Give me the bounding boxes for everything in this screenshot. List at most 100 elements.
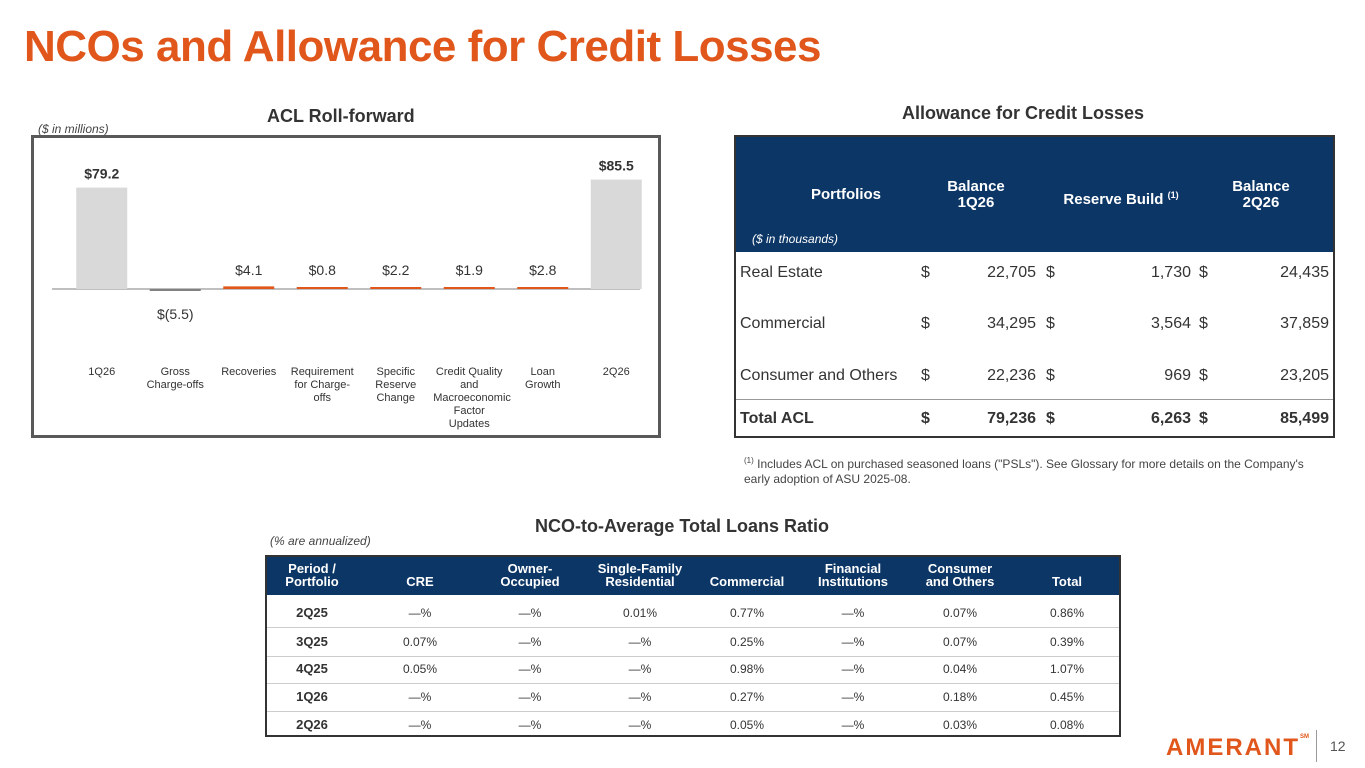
- allowance-cell-b1: 79,236: [987, 410, 1036, 427]
- nco-value-cell: 0.18%: [942, 690, 978, 704]
- allowance-cell-rb: 1,730: [1150, 264, 1191, 281]
- bar-5: [443, 287, 495, 289]
- allowance-cell-b2-cur: $: [1199, 315, 1208, 332]
- nco-value-cell: —%: [628, 718, 652, 732]
- nco-value-cell: —%: [628, 635, 652, 649]
- allowance-cell-b2-cur: $: [1199, 264, 1208, 281]
- bar-label-4: $2.2: [382, 262, 409, 278]
- allowance-cell-b2: 23,205: [1280, 367, 1329, 384]
- category-label-6: Loan Growth: [525, 366, 561, 391]
- allowance-cell-label: Commercial: [740, 315, 826, 332]
- nco-header-0: Period / Portfolio: [285, 561, 339, 589]
- allowance-table-header: Portfolios Balance 1Q26 Reserve Build (1…: [736, 137, 1333, 252]
- nco-period-cell: 2Q25: [296, 605, 328, 620]
- nco-value-cell: —%: [841, 606, 865, 620]
- nco-value-cell: —%: [518, 662, 542, 676]
- nco-value-cell: 1.07%: [1049, 662, 1085, 676]
- nco-header-6: Consumer and Others: [925, 561, 995, 589]
- nco-period-cell: 2Q26: [296, 717, 328, 732]
- nco-value-cell: 0.98%: [729, 662, 765, 676]
- nco-value-cell: 0.45%: [1049, 690, 1085, 704]
- category-label-0: 1Q26: [88, 366, 116, 378]
- nco-value-cell: 0.07%: [942, 606, 978, 620]
- bar-label-5: $1.9: [456, 262, 483, 278]
- allowance-cell-b1: 34,295: [987, 315, 1036, 332]
- allowance-cell-rb-cur: $: [1046, 367, 1055, 384]
- nco-header-7: Total: [1051, 574, 1083, 589]
- bar-3: [296, 287, 348, 289]
- bar-label-7: $85.5: [599, 158, 634, 174]
- header-reserve-build: Reserve Build (1): [1063, 190, 1179, 208]
- nco-value-cell: —%: [408, 690, 432, 704]
- allowance-cell-b2: 37,859: [1280, 315, 1329, 332]
- nco-value-cell: —%: [518, 690, 542, 704]
- nco-value-cell: 0.01%: [622, 606, 658, 620]
- bar-2: [223, 286, 275, 289]
- nco-header-4: Commercial: [709, 574, 785, 589]
- nco-value-cell: —%: [841, 690, 865, 704]
- acl-rollforward-chart: $79.2 $(5.5) $4.1 $0.8 $2.2 $1.9 $2.8 $85.5 1Q2…: [31, 135, 661, 438]
- category-label-7: 2Q26: [602, 366, 630, 378]
- bar-label-2: $4.1: [235, 262, 262, 278]
- nco-value-cell: —%: [518, 606, 542, 620]
- nco-table: Period / Portfolio CRE Owner- Occupied Single…: [265, 555, 1121, 737]
- category-label-1: Gross Charge-offs: [146, 366, 204, 391]
- allowance-total-separator: [736, 399, 1333, 400]
- header-balance-1q26: Balance 1Q26: [947, 178, 1005, 211]
- allowance-cell-b2-cur: $: [1199, 410, 1208, 427]
- nco-value-cell: 0.27%: [729, 690, 765, 704]
- allowance-cell-b2: 24,435: [1280, 264, 1329, 281]
- nco-row-divider: [267, 683, 1119, 684]
- allowance-cell-b1-cur: $: [921, 367, 930, 384]
- header-balance-2q26: Balance 2Q26: [1232, 178, 1290, 211]
- nco-value-cell: 0.08%: [1049, 718, 1085, 732]
- nco-row-divider: [267, 627, 1119, 628]
- bar-7: [590, 179, 642, 289]
- nco-row-divider: [267, 656, 1119, 657]
- category-label-4: Specific Reserve Change: [375, 366, 417, 404]
- allowance-footnote: (1) Includes ACL on purchased seasoned l…: [744, 456, 1304, 486]
- allowance-table: Portfolios Balance 1Q26 Reserve Build (1…: [734, 135, 1335, 438]
- nco-header-5: Financial Institutions: [817, 561, 889, 589]
- page-number: 12: [1330, 738, 1346, 754]
- allowance-cell-rb-cur: $: [1046, 410, 1055, 427]
- allowance-cell-rb-cur: $: [1046, 315, 1055, 332]
- allowance-cell-rb: 3,564: [1150, 315, 1191, 332]
- allowance-cell-rb-cur: $: [1046, 264, 1055, 281]
- allowance-cell-label: Total ACL: [740, 410, 814, 427]
- bar-0: [76, 187, 128, 289]
- nco-value-cell: —%: [408, 718, 432, 732]
- allowance-cell-rb: 969: [1164, 367, 1191, 384]
- category-label-2: Recoveries: [221, 366, 277, 378]
- nco-value-cell: 0.86%: [1049, 606, 1085, 620]
- category-label-3: Requirement for Charge-offs: [290, 366, 354, 404]
- page-title: NCOs and Allowance for Credit Losses: [24, 22, 822, 71]
- nco-value-cell: —%: [518, 635, 542, 649]
- nco-value-cell: —%: [841, 662, 865, 676]
- allowance-cell-b1-cur: $: [921, 264, 930, 281]
- bar-label-1: $(5.5): [157, 306, 194, 322]
- nco-header-2: Owner- Occupied: [500, 561, 560, 589]
- nco-value-cell: —%: [841, 635, 865, 649]
- nco-value-cell: 0.03%: [942, 718, 978, 732]
- nco-value-cell: —%: [408, 606, 432, 620]
- allowance-cell-b1-cur: $: [921, 315, 930, 332]
- nco-row-divider: [267, 711, 1119, 712]
- nco-title: NCO-to-Average Total Loans Ratio: [535, 516, 830, 536]
- allowance-cell-rb: 6,263: [1150, 410, 1191, 427]
- bar-6: [517, 287, 569, 289]
- nco-value-cell: 0.25%: [729, 635, 765, 649]
- nco-value-cell: 0.07%: [402, 635, 438, 649]
- nco-value-cell: —%: [841, 718, 865, 732]
- nco-value-cell: 0.05%: [402, 662, 438, 676]
- bar-1: [149, 289, 201, 291]
- nco-units-note: (% are annualized): [270, 534, 371, 548]
- header-portfolios: Portfolios: [811, 186, 881, 203]
- nco-value-cell: 0.04%: [942, 662, 978, 676]
- category-label-5: Credit Quality and Macroeconomic Factor Upd…: [433, 366, 511, 430]
- chart-title: ACL Roll-forward: [267, 106, 415, 126]
- bar-label-0: $79.2: [84, 166, 119, 182]
- nco-table-header: Period / Portfolio CRE Owner- Occupied Single…: [267, 557, 1119, 595]
- nco-value-cell: 0.07%: [942, 635, 978, 649]
- chart-units-note: ($ in millions): [38, 122, 109, 136]
